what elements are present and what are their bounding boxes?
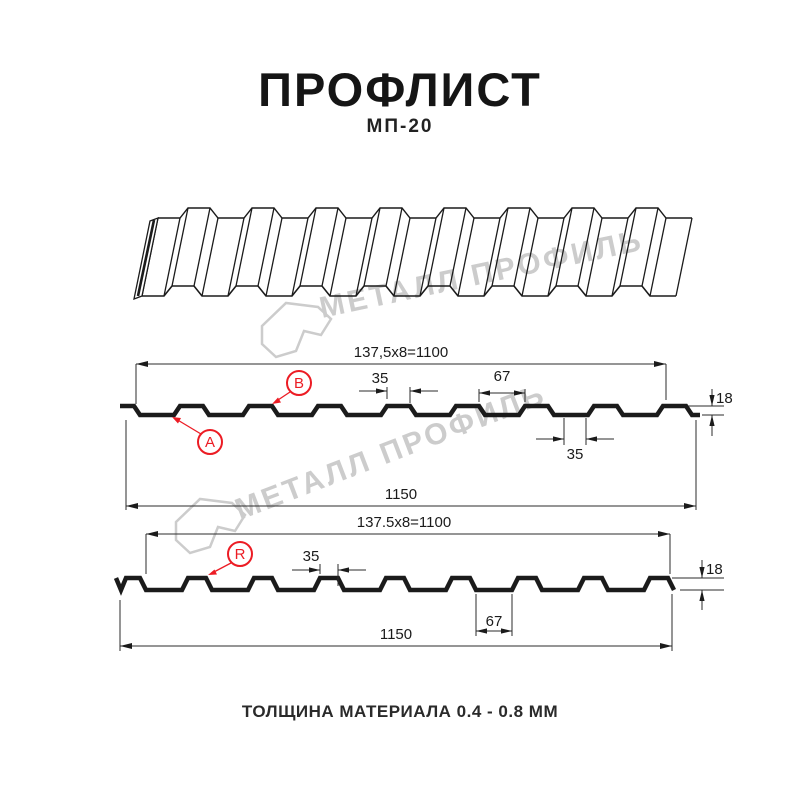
marker-r-letter: R [235, 546, 246, 563]
rib-edge-line [235, 207, 253, 287]
marker-r-circle [227, 541, 253, 567]
rib-edge-line [457, 217, 475, 297]
rib-edge-line [193, 207, 211, 287]
leader-arrowhead [208, 569, 217, 575]
rib-edge-line [427, 207, 445, 287]
marker-r: R [208, 541, 253, 575]
rib-edge-line [171, 207, 189, 287]
rib-edge-line [363, 207, 381, 287]
rib-edge-line [555, 207, 573, 287]
marker-a-letter: A [205, 434, 215, 451]
rib-edge-line [585, 217, 603, 297]
dim-overall-top-label: 1150 [385, 486, 417, 503]
profile-outline [113, 575, 677, 596]
rib-edge-line [385, 207, 403, 287]
rib-edge-line [201, 217, 219, 297]
dim-height-top: 18 [688, 389, 733, 436]
dim-pitch-formula-top: 137,5x8=1100 [354, 344, 448, 361]
rib-edge-line [619, 207, 637, 287]
leader-arrowhead [272, 397, 281, 404]
dim-height-bottom: 18 [672, 560, 724, 610]
dim-crest-bottom-label: 35 [303, 548, 320, 565]
watermark-logo-icon [174, 497, 247, 555]
profile-polyline [113, 575, 677, 596]
arrowhead [654, 361, 666, 367]
dim-crest-top: 35 [359, 370, 438, 403]
rib-edge-line [321, 207, 339, 287]
rib-edge-line [163, 217, 181, 297]
page-title: ПРОФЛИСТ [258, 63, 542, 116]
dim-overall-top: 1150 [125, 420, 697, 510]
rib-edge-line [513, 207, 531, 287]
page-subtitle: МП-20 [366, 116, 434, 137]
dim-height-bottom-label: 18 [706, 561, 723, 578]
dim-crest-bottom: 35 [292, 548, 366, 586]
rib-edge-line [649, 217, 667, 297]
profile-polyline [120, 403, 700, 418]
rib-edge-line [257, 207, 275, 287]
sheet-front-edge [142, 285, 676, 297]
sheet-cut-edge-thickness [136, 219, 156, 297]
dim-underside-top: 35 [536, 418, 614, 463]
marker-b-letter: B [294, 375, 304, 392]
profile-outline [120, 403, 700, 418]
marker-a-circle [197, 429, 223, 455]
rib-edge-line [611, 217, 629, 297]
dim-overall-bottom: 1150 [119, 594, 673, 651]
arrowhead [658, 531, 670, 537]
sheet-3d-illustration [133, 207, 693, 301]
rib-edge-line [299, 207, 317, 287]
rib-edge-line [491, 207, 509, 287]
cross-section-bottom: 137.5x8=1100 R 35 [113, 514, 724, 651]
dim-height-top-label: 18 [716, 390, 733, 407]
marker-b: B [272, 370, 312, 404]
rib-edge-line [547, 217, 565, 297]
rib-edge-line [355, 217, 373, 297]
dim-valley-top: 67 [478, 368, 526, 402]
arrowhead [146, 531, 158, 537]
dim-underside-top-label: 35 [567, 446, 584, 463]
material-thickness-note: ТОЛЩИНА МАТЕРИАЛА 0.4 - 0.8 ММ [241, 702, 559, 721]
sheet-back-edge [158, 207, 692, 219]
dim-crest-top-label: 35 [372, 370, 389, 387]
dim-valley-bottom-label: 67 [486, 613, 503, 630]
marker-b-circle [286, 370, 312, 396]
dim-valley-bottom: 67 [475, 594, 513, 636]
rib-edge-line [675, 217, 693, 297]
rib-edge-line [291, 217, 309, 297]
rib-edge-line [449, 207, 467, 287]
watermark-logo-icon [260, 301, 333, 359]
rib-edge-line [483, 217, 501, 297]
rib-edge-line [227, 217, 245, 297]
rib-edge-line [265, 217, 283, 297]
dim-valley-top-label: 67 [494, 368, 511, 385]
dim-pitch-formula-bottom: 137.5x8=1100 [357, 514, 451, 531]
leader-arrowhead [172, 417, 181, 424]
cross-section-top: 137,5x8=1100 B A [120, 344, 733, 510]
arrowhead [136, 361, 148, 367]
rib-edge-line [419, 217, 437, 297]
rib-edge-line [641, 207, 659, 287]
dim-overall-bottom-label: 1150 [380, 626, 412, 643]
marker-a: A [172, 417, 223, 455]
rib-edge-line [329, 217, 347, 297]
rib-edge-line [577, 207, 595, 287]
rib-edge-line [393, 217, 411, 297]
rib-edge-line [521, 217, 539, 297]
